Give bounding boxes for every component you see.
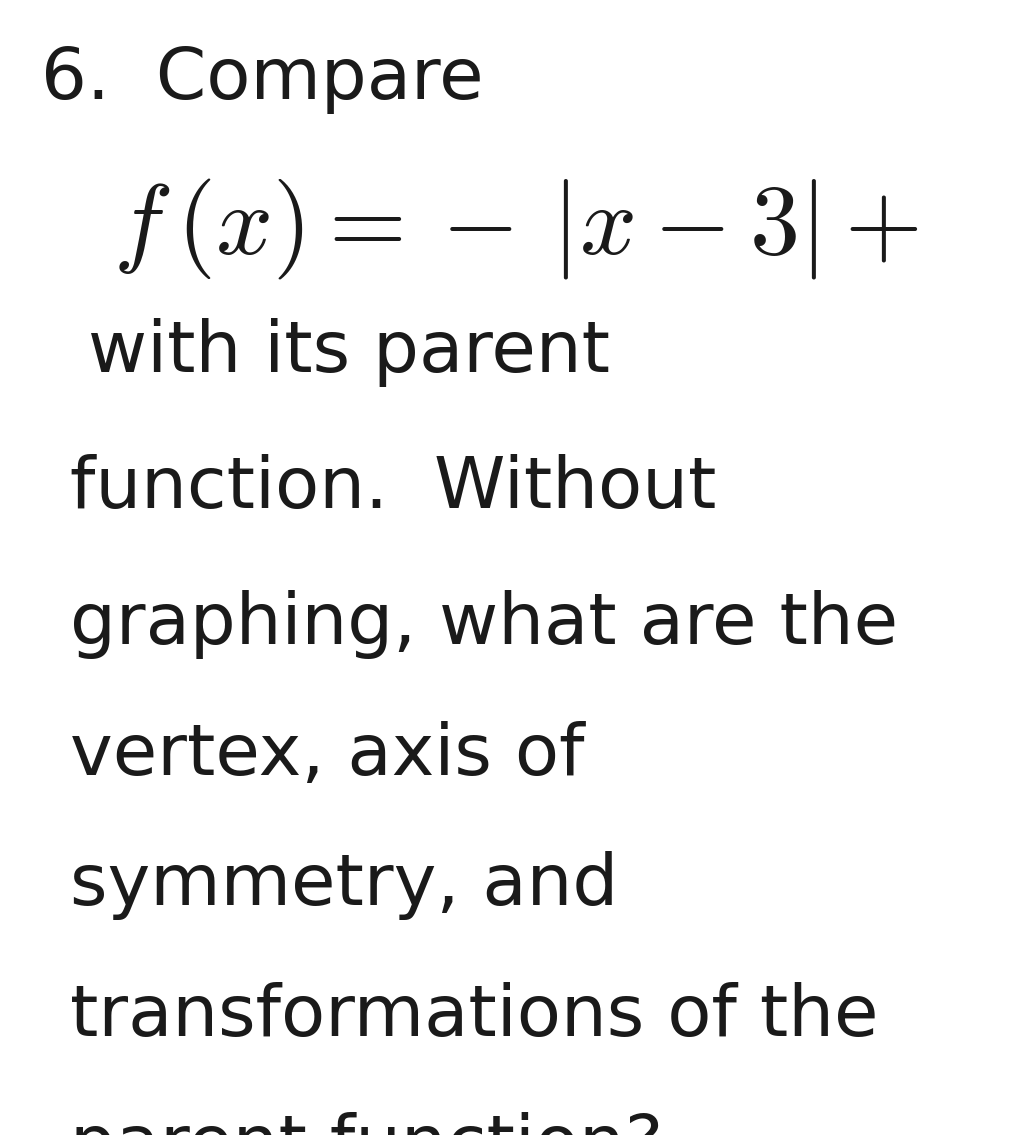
Text: with its parent: with its parent xyxy=(88,318,610,387)
Text: 6.  Compare: 6. Compare xyxy=(41,45,484,115)
Text: vertex, axis of: vertex, axis of xyxy=(70,721,585,790)
Text: parent function?: parent function? xyxy=(70,1112,663,1135)
Text: symmetry, and: symmetry, and xyxy=(70,851,618,920)
Text: transformations of the: transformations of the xyxy=(70,982,879,1051)
Text: $f\,(x) = -\,|x - \mathbf{3}| +$: $f\,(x) = -\,|x - \mathbf{3}| +$ xyxy=(113,176,919,281)
Text: function.  Without: function. Without xyxy=(70,454,717,523)
Text: graphing, what are the: graphing, what are the xyxy=(70,590,898,659)
